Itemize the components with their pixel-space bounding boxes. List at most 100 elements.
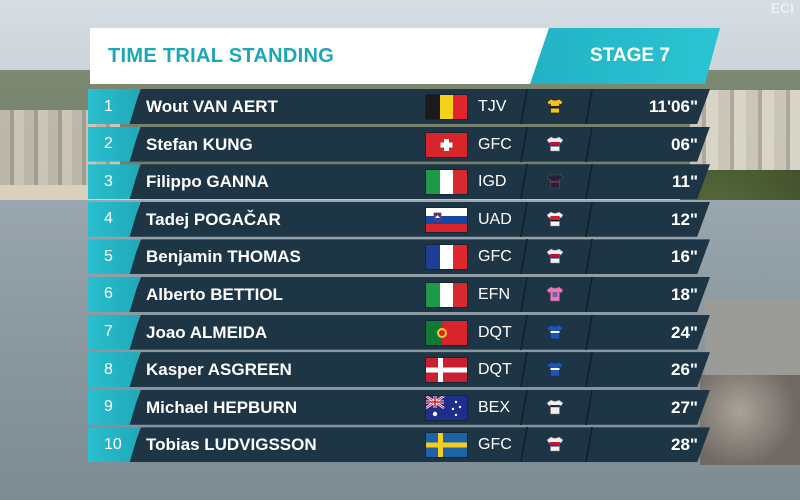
time-gap: 28" bbox=[671, 435, 698, 455]
standing-row: 7 Joao ALMEIDA DQT 24" bbox=[88, 314, 728, 350]
rider-name: Joao ALMEIDA bbox=[146, 322, 268, 342]
separator bbox=[583, 89, 595, 124]
separator bbox=[583, 389, 595, 425]
team-code: GFC bbox=[478, 248, 512, 266]
separator bbox=[583, 427, 595, 463]
separator bbox=[583, 314, 595, 350]
flag-portugal-icon bbox=[426, 320, 467, 345]
standing-row: 4 Tadej POGAČAR UAD 12" bbox=[88, 201, 728, 237]
flag-denmark-icon bbox=[426, 358, 467, 383]
broadcaster-logo: ECI bbox=[770, 0, 794, 16]
standing-row: 1 Wout VAN AERT TJV 11'06" bbox=[88, 89, 728, 124]
rank-number: 9 bbox=[88, 389, 140, 425]
separator bbox=[518, 314, 530, 350]
rank-number: 8 bbox=[88, 352, 140, 388]
rank-number: 6 bbox=[88, 276, 140, 312]
separator bbox=[518, 164, 530, 200]
rank-number: 10 bbox=[88, 427, 140, 463]
standing-row: 10 Tobias LUDVIGSSON GFC 28" bbox=[88, 427, 728, 463]
time-gap: 18" bbox=[671, 284, 698, 304]
separator bbox=[583, 352, 595, 388]
time-gap: 11" bbox=[671, 172, 698, 192]
separator bbox=[583, 201, 595, 237]
team-code: UAD bbox=[478, 210, 512, 228]
rider-name: Tobias LUDVIGSSON bbox=[146, 435, 317, 455]
rider-name: Filippo GANNA bbox=[146, 172, 269, 192]
separator bbox=[518, 126, 530, 162]
team-code: DQT bbox=[478, 323, 512, 341]
standing-row: 5 Benjamin THOMAS GFC 16" bbox=[88, 239, 728, 275]
jersey-gfc-icon bbox=[546, 248, 564, 264]
team-code: DQT bbox=[478, 361, 512, 379]
jersey-dqt-icon bbox=[546, 324, 564, 340]
time-gap: 12" bbox=[671, 209, 698, 229]
rider-name: Kasper ASGREEN bbox=[146, 360, 292, 380]
row-background bbox=[128, 239, 710, 275]
jersey-uad-icon bbox=[546, 211, 564, 227]
header-title-panel: TIME TRIAL STANDING bbox=[90, 28, 560, 84]
jersey-tjv-icon bbox=[546, 98, 564, 114]
separator bbox=[518, 427, 530, 463]
flag-slovenia-icon bbox=[426, 207, 467, 232]
rank-number: 7 bbox=[88, 314, 140, 350]
row-background bbox=[128, 389, 710, 425]
separator bbox=[518, 352, 530, 388]
row-background bbox=[128, 276, 710, 312]
row-background bbox=[128, 314, 710, 350]
jersey-bex-icon bbox=[546, 399, 564, 415]
rider-name: Stefan KUNG bbox=[146, 134, 253, 154]
rank-number: 5 bbox=[88, 239, 140, 275]
rider-name: Wout VAN AERT bbox=[146, 97, 278, 116]
jersey-efn-icon bbox=[546, 286, 564, 302]
road bbox=[705, 300, 800, 380]
team-code: EFN bbox=[478, 285, 510, 303]
row-background bbox=[128, 427, 710, 463]
team-code: GFC bbox=[478, 436, 512, 454]
jersey-gfc-icon bbox=[546, 436, 564, 452]
separator bbox=[518, 389, 530, 425]
standings-table: 1 Wout VAN AERT TJV 11'06" 2 Stefan KUNG… bbox=[88, 89, 728, 465]
rocks bbox=[700, 375, 800, 465]
flag-switzerland-icon bbox=[426, 132, 467, 157]
flag-belgium-icon bbox=[426, 95, 467, 119]
separator bbox=[518, 239, 530, 275]
flag-france-icon bbox=[426, 245, 467, 270]
standing-row: 9 Michael HEPBURN BEX 27" bbox=[88, 389, 728, 425]
jersey-gfc-icon bbox=[546, 136, 564, 152]
rank-number: 2 bbox=[88, 126, 140, 162]
jersey-igd-icon bbox=[546, 173, 564, 189]
separator bbox=[583, 276, 595, 312]
time-gap: 26" bbox=[671, 360, 698, 380]
separator bbox=[583, 126, 595, 162]
time-gap: 27" bbox=[671, 397, 698, 417]
rider-name: Tadej POGAČAR bbox=[146, 209, 281, 229]
row-background bbox=[128, 164, 710, 200]
standing-row: 3 Filippo GANNA IGD 11" bbox=[88, 164, 728, 200]
team-code: IGD bbox=[478, 173, 507, 191]
standing-row: 8 Kasper ASGREEN DQT 26" bbox=[88, 352, 728, 388]
jersey-dqt-icon bbox=[546, 361, 564, 377]
separator bbox=[518, 276, 530, 312]
separator bbox=[518, 201, 530, 237]
flag-italy-icon bbox=[426, 170, 467, 195]
stage-label: STAGE 7 bbox=[590, 45, 670, 66]
flag-sweden-icon bbox=[426, 433, 467, 458]
row-background bbox=[128, 89, 710, 124]
separator bbox=[583, 164, 595, 200]
separator bbox=[583, 239, 595, 275]
header-stage-panel: STAGE 7 bbox=[530, 28, 720, 84]
standing-row: 2 Stefan KUNG GFC 06" bbox=[88, 126, 728, 162]
rank-number: 1 bbox=[88, 89, 140, 124]
flag-italy-icon bbox=[426, 282, 467, 307]
rank-number: 4 bbox=[88, 201, 140, 237]
time-gap: 11'06" bbox=[649, 97, 698, 116]
row-background bbox=[128, 201, 710, 237]
team-code: TJV bbox=[478, 98, 507, 115]
rank-number: 3 bbox=[88, 164, 140, 200]
flag-australia-icon bbox=[426, 395, 467, 420]
standing-row: 6 Alberto BETTIOL EFN 18" bbox=[88, 276, 728, 312]
row-background bbox=[128, 126, 710, 162]
time-gap: 06" bbox=[671, 134, 698, 154]
row-background bbox=[128, 352, 710, 388]
page-title: TIME TRIAL STANDING bbox=[108, 44, 335, 67]
